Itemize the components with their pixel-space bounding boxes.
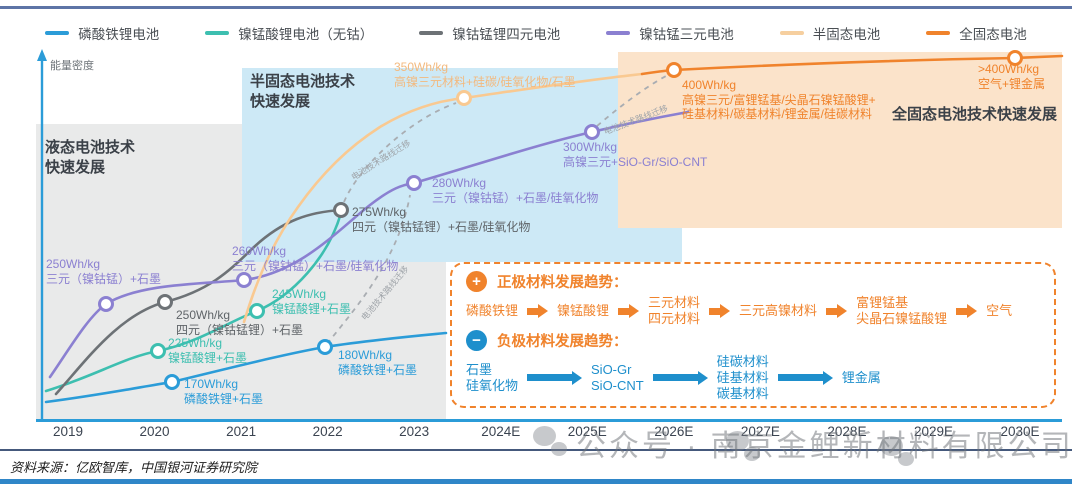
data-point-label: >400Wh/kg 空气+锂金属 [978, 62, 1046, 91]
source-note: 资料来源：亿欧智库，中国银河证券研究院 [10, 460, 258, 475]
flow-item: 三元高镍材料 [739, 303, 818, 319]
data-point-marker [97, 295, 114, 312]
legend-swatch [606, 31, 631, 35]
right-arrow-icon [777, 370, 833, 385]
right-arrow-icon [956, 304, 978, 319]
flow-item: 锂金属 [841, 369, 881, 385]
data-point-marker [316, 338, 333, 355]
data-point-label: 180Wh/kg 磷酸铁锂+石墨 [338, 348, 418, 377]
legend-label: 镍钴锰三元电池 [639, 27, 734, 42]
legend-label: 磷酸铁锂电池 [78, 27, 160, 42]
data-point-marker [332, 201, 349, 218]
right-arrow-icon [527, 370, 583, 385]
region-title-semi-solid: 半固态电池技术 快速发展 [250, 73, 356, 111]
legend-item: 全固态电池 [926, 23, 1027, 43]
x-tick: 2028E [827, 424, 867, 439]
y-axis-label: 能量密度 [50, 60, 94, 72]
legend-item: 镍钴锰三元电池 [606, 23, 734, 43]
legend-swatch [926, 31, 951, 35]
legend-item: 镍钴锰锂四元电池 [419, 23, 560, 43]
right-arrow-icon [527, 304, 549, 319]
legend-swatch [779, 31, 804, 35]
plus-icon: + [466, 271, 487, 292]
flow-item: 硅碳材料 硅基材料 碳基材料 [716, 353, 769, 402]
x-tick: 2026E [654, 424, 694, 439]
flow-item: 镍锰酸锂 [557, 303, 610, 319]
legend: 磷酸铁锂电池 镍锰酸锂电池（无钴） 镍钴锰锂四元电池 镍钴锰三元电池 半固态电池 全固态电… [0, 23, 1072, 43]
data-point-label: 260Wh/kg 三元（镍钴锰）+石墨/硅氧化物 [232, 244, 399, 273]
legend-swatch [205, 31, 230, 35]
x-tick: 2021 [226, 424, 257, 439]
x-axis-ticks: 2019 2020 2021 2022 2023 2024E 2025E 2026E 2027E… [0, 424, 1072, 444]
legend-label: 半固态电池 [812, 27, 881, 42]
x-tick: 2030E [1000, 424, 1040, 439]
data-point-label: 275Wh/kg 四元（镍钴锰锂）+石墨/硅氧化物 [352, 205, 531, 234]
data-point-marker [665, 61, 682, 78]
data-point-marker [455, 89, 472, 106]
data-point-label: 250Wh/kg 三元（镍钴锰）+石墨 [46, 257, 162, 286]
data-point-label: 225Wh/kg 镍锰酸锂+石墨 [168, 336, 248, 365]
data-point-label: 400Wh/kg 高镍三元/富锂锰基/尖晶石镍锰酸锂+ 硅基材料/碳基材料/锂金… [682, 78, 876, 122]
data-point-label: 350Wh/kg 高镍三元材料+硅碳/硅氧化物/石墨 [394, 60, 576, 89]
data-point-marker [156, 293, 173, 310]
top-border-line [0, 6, 1072, 9]
cathode-trend-header: + 正极材料发展趋势： [466, 271, 1040, 292]
x-tick: 2019 [52, 424, 84, 439]
cathode-flow: 磷酸铁锂 镍锰酸锂 三元材料 四元材料 三元高镍材料 富锂锰基 尖晶石镍锰酸锂 空气 [466, 295, 1040, 328]
data-point-marker [405, 174, 422, 191]
data-point-marker [149, 342, 166, 359]
flow-item: 空气 [986, 303, 1013, 319]
x-tick: 2024E [481, 424, 521, 439]
bottom-border-line [0, 479, 1072, 484]
data-point-label: 170Wh/kg 磷酸铁锂+石墨 [184, 377, 264, 406]
legend-item: 半固态电池 [779, 23, 881, 43]
anode-trend-header: − 负极材料发展趋势： [466, 329, 1040, 351]
right-arrow-icon [652, 370, 708, 385]
x-tick: 2029E [913, 424, 954, 439]
data-point-label: 300Wh/kg 高镍三元+SiO-Gr/SiO-CNT [563, 140, 708, 169]
x-tick: 2023 [399, 424, 430, 439]
data-point-marker [235, 271, 252, 288]
legend-item: 镍锰酸锂电池（无钴） [205, 23, 373, 43]
right-arrow-icon [826, 304, 848, 319]
data-point-label: 250Wh/kg 四元（镍钴锰锂）+石墨 [176, 308, 304, 337]
flow-item: 富锂锰基 尖晶石镍锰酸锂 [856, 295, 948, 327]
data-point-label: 280Wh/kg 三元（镍钴锰）+石墨/硅氧化物 [432, 176, 599, 205]
anode-flow: 石墨 硅氧化物 SiO-Gr SiO-CNT 硅碳材料 硅基材料 碳基材料 锂金属 [466, 354, 1040, 403]
x-tick: 2022 [312, 424, 343, 439]
x-tick: 2027E [740, 424, 780, 439]
flow-item: SiO-Gr SiO-CNT [591, 361, 644, 393]
data-point-marker [583, 123, 600, 140]
legend-label: 镍锰酸锂电池（无钴） [238, 27, 374, 42]
legend-swatch [45, 31, 70, 35]
materials-trend-box: + 正极材料发展趋势： 磷酸铁锂 镍锰酸锂 三元材料 四元材料 三元高镍材料 富锂锰基 … [450, 262, 1056, 408]
y-axis-arrow-icon [37, 49, 47, 61]
region-all-solid-battery [618, 52, 1062, 228]
anode-trend-title: 负极材料发展趋势： [497, 333, 628, 350]
flow-item: 磷酸铁锂 [466, 303, 519, 319]
region-title-liquid: 液态电池技术 快速发展 [45, 139, 136, 177]
flow-item: 三元材料 四元材料 [648, 295, 701, 327]
legend-label: 全固态电池 [959, 27, 1027, 42]
x-tick: 2025E [567, 424, 607, 439]
right-arrow-icon [709, 304, 731, 319]
cathode-trend-title: 正极材料发展趋势： [497, 275, 628, 291]
legend-swatch [419, 31, 444, 35]
data-point-marker [163, 373, 180, 390]
right-arrow-icon [618, 304, 640, 319]
legend-item: 磷酸铁锂电池 [45, 23, 159, 43]
x-tick: 2020 [139, 424, 170, 439]
flow-item: 石墨 硅氧化物 [466, 361, 519, 393]
region-title-all-solid: 全固态电池技术快速发展 [892, 106, 1058, 123]
separator-line [0, 449, 1072, 451]
minus-icon: − [466, 329, 487, 351]
legend-label: 镍钴锰锂四元电池 [452, 27, 561, 42]
